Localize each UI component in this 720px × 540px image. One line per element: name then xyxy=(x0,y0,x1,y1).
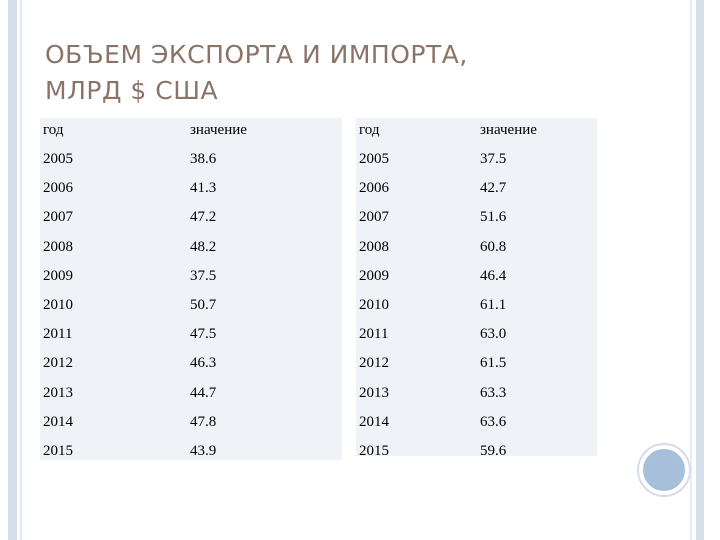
cell-value: 50.7 xyxy=(190,297,217,313)
cell-value: 38.6 xyxy=(190,151,217,167)
frame-right-line xyxy=(690,0,692,540)
cell-value: 48.2 xyxy=(190,238,217,255)
cell-year: 2012 xyxy=(359,355,389,372)
slide-title-line-2: МЛРД $ США xyxy=(45,76,219,105)
header-year: год xyxy=(43,122,64,138)
frame-left-bar xyxy=(8,0,17,540)
cell-value: 60.8 xyxy=(480,238,507,255)
cell-year: 2009 xyxy=(43,267,73,284)
cell-value: 61.1 xyxy=(480,297,507,313)
cell-value: 59.6 xyxy=(480,443,507,459)
cell-year: 2005 xyxy=(359,151,389,167)
cell-value: 63.3 xyxy=(480,384,507,401)
cell-value: 44.7 xyxy=(190,384,217,401)
cell-value: 42.7 xyxy=(480,180,507,197)
cell-value: 63.6 xyxy=(480,413,507,430)
cell-year: 2007 xyxy=(359,209,389,226)
cell-year: 2010 xyxy=(43,297,73,313)
cell-year: 2006 xyxy=(43,180,73,197)
import-table: год значение 2005 37.5 2006 42.7 2007 51.6 2008 6… xyxy=(356,118,597,459)
cell-value: 46.4 xyxy=(480,267,507,284)
cell-year: 2011 xyxy=(43,326,73,343)
frame-right-bar xyxy=(696,0,704,540)
cell-value: 43.9 xyxy=(190,443,217,459)
cell-value: 47.2 xyxy=(190,209,217,226)
cell-value: 37.5 xyxy=(480,151,507,167)
cell-year: 2005 xyxy=(43,151,73,167)
decorative-circle xyxy=(639,445,689,495)
header-value: значение xyxy=(480,122,537,138)
cell-year: 2014 xyxy=(43,413,73,430)
cell-year: 2008 xyxy=(43,238,73,255)
cell-value: 61.5 xyxy=(480,355,507,372)
cell-year: 2006 xyxy=(359,180,389,197)
cell-year: 2008 xyxy=(359,238,389,255)
frame-left-line xyxy=(20,0,22,540)
cell-year: 2014 xyxy=(359,413,389,430)
cell-value: 37.5 xyxy=(190,267,217,284)
cell-value: 46.3 xyxy=(190,355,217,372)
cell-year: 2009 xyxy=(359,267,389,284)
slide-title-line-1: ОБЪЕМ ЭКСПОРТА И ИМПОРТА, xyxy=(45,40,468,69)
header-year: год xyxy=(359,122,380,138)
cell-year: 2011 xyxy=(359,326,389,343)
cell-year: 2015 xyxy=(43,443,73,459)
header-value: значение xyxy=(190,122,247,138)
cell-value: 63.0 xyxy=(480,326,507,343)
cell-year: 2010 xyxy=(359,297,389,313)
cell-value: 41.3 xyxy=(190,180,217,197)
cell-value: 51.6 xyxy=(480,209,507,226)
cell-year: 2013 xyxy=(43,384,73,401)
cell-year: 2015 xyxy=(359,443,389,459)
cell-year: 2013 xyxy=(359,384,389,401)
cell-year: 2012 xyxy=(43,355,73,372)
cell-value: 47.8 xyxy=(190,413,217,430)
cell-value: 47.5 xyxy=(190,326,217,343)
export-table: год значение 2005 38.6 2006 41.3 2007 47.2 2008 4… xyxy=(40,118,342,460)
slide-title: ОБЪЕМ ЭКСПОРТА И ИМПОРТА, МЛРД $ США xyxy=(45,37,645,109)
cell-year: 2007 xyxy=(43,209,73,226)
